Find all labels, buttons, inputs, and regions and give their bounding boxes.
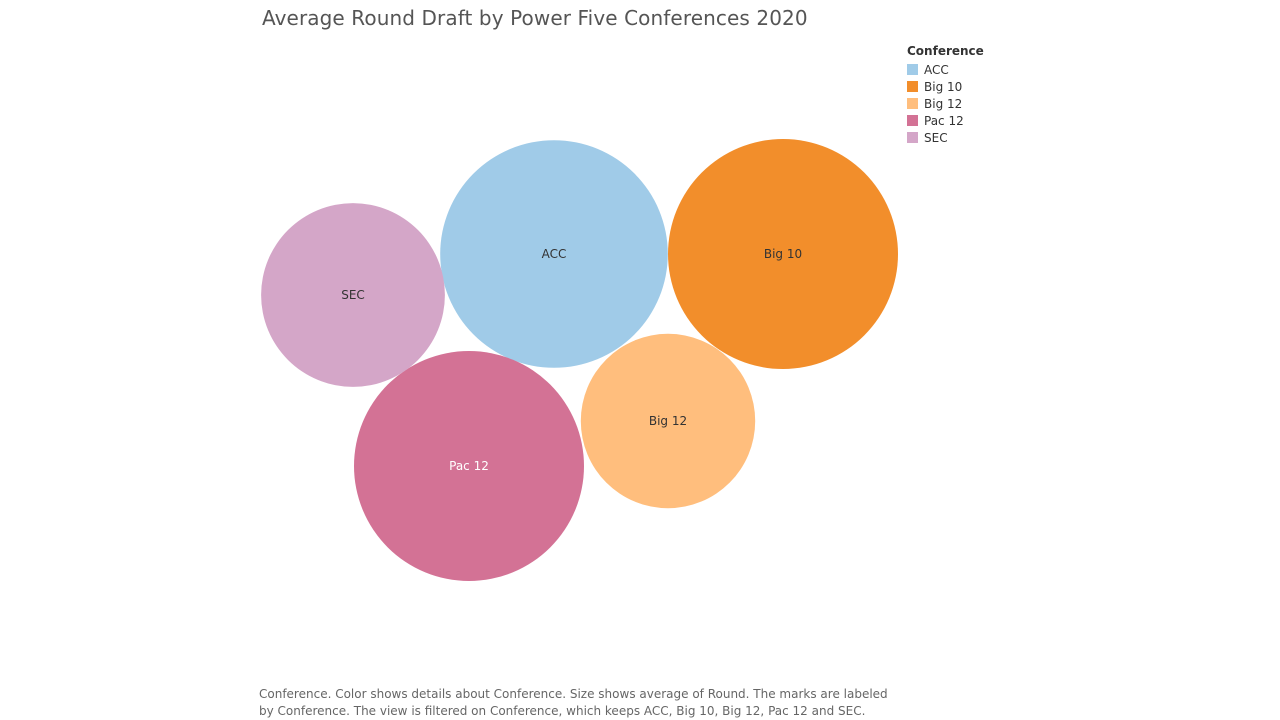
bubble-big-12[interactable] (580, 333, 756, 509)
legend-swatch-sec (907, 132, 918, 143)
legend-label-sec: SEC (924, 130, 948, 145)
bubble-label-sec: SEC (341, 288, 365, 302)
bubble-label-acc: ACC (542, 247, 567, 261)
bubble-label-pac-12: Pac 12 (449, 459, 489, 473)
legend-label-big-12: Big 12 (924, 96, 963, 111)
bubble-big-10[interactable] (668, 139, 898, 369)
legend-item-pac-12[interactable]: Pac 12 (907, 112, 984, 129)
legend-swatch-pac-12 (907, 115, 918, 126)
bubble-pac-12[interactable] (354, 351, 584, 581)
bubble-label-big-12: Big 12 (649, 414, 687, 428)
bubble-acc[interactable] (440, 140, 668, 368)
legend-swatch-big-12 (907, 98, 918, 109)
bubble-sec[interactable] (261, 203, 445, 387)
legend-items: ACC Big 10 Big 12 Pac 12 SEC (907, 61, 984, 146)
legend-label-big-10: Big 10 (924, 79, 963, 94)
legend-item-big-12[interactable]: Big 12 (907, 95, 984, 112)
legend-swatch-big-10 (907, 81, 918, 92)
legend: Conference ACC Big 10 Big 12 Pac 12 SEC (907, 44, 984, 146)
legend-item-big-10[interactable]: Big 10 (907, 78, 984, 95)
legend-item-sec[interactable]: SEC (907, 129, 984, 146)
legend-label-pac-12: Pac 12 (924, 113, 964, 128)
legend-swatch-acc (907, 64, 918, 75)
bubble-label-big-10: Big 10 (764, 247, 802, 261)
legend-item-acc[interactable]: ACC (907, 61, 984, 78)
chart-title: Average Round Draft by Power Five Confer… (262, 6, 808, 30)
legend-title: Conference (907, 44, 984, 58)
chart-caption: Conference. Color shows details about Co… (259, 687, 888, 718)
legend-label-acc: ACC (924, 62, 949, 77)
